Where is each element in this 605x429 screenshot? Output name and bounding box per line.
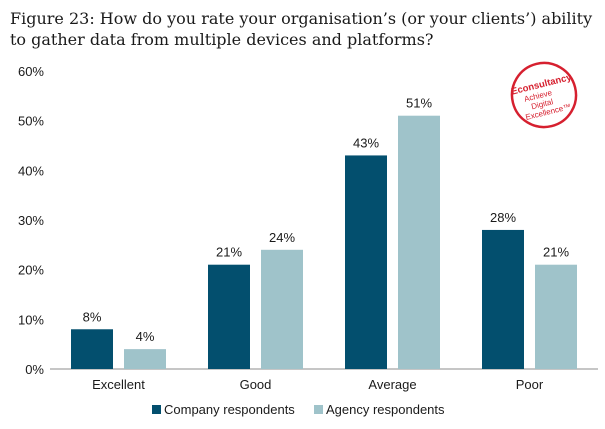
category-labels: Excellent Good Average Poor [92,377,544,392]
bar-good-agency [261,249,303,369]
bars [71,115,577,369]
category-label: Excellent [92,377,145,392]
bar-good-company [208,264,250,369]
y-tick-label: 60% [18,64,44,79]
bar-average-agency [398,115,440,369]
data-label: 4% [136,329,155,344]
data-label: 24% [269,230,295,245]
category-label: Good [240,377,272,392]
bar-average-company [345,155,387,369]
y-tick-label: 50% [18,114,44,129]
legend: Company respondents Agency respondents [152,402,445,417]
data-label: 21% [216,245,242,260]
y-tick-label: 30% [18,213,44,228]
y-axis-ticks: 0% 10% 20% 30% 40% 50% 60% [18,64,44,377]
data-label: 21% [543,245,569,260]
y-tick-label: 0% [25,362,44,377]
y-tick-label: 10% [18,312,44,327]
data-label: 28% [490,210,516,225]
legend-swatch-agency [314,405,323,414]
legend-label-agency: Agency respondents [326,402,445,417]
bar-poor-agency [535,264,577,369]
category-label: Poor [516,377,544,392]
data-labels: 8% 4% 21% 24% 43% 51% 28% 21% [83,96,570,344]
category-label: Average [368,377,416,392]
data-label: 8% [83,309,102,324]
legend-swatch-company [152,405,161,414]
bar-poor-company [482,229,524,369]
econsultancy-logo: Econsultancy Achieve Digital Excellence™ [510,61,578,129]
data-label: 51% [406,96,432,111]
bar-excellent-company [71,329,113,369]
figure-title: Figure 23: How do you rate your organisa… [10,9,593,49]
logo-ring [510,61,578,129]
legend-label-company: Company respondents [164,402,295,417]
data-label: 43% [353,135,379,150]
y-tick-label: 20% [18,263,44,278]
bar-excellent-agency [124,349,166,369]
y-tick-label: 40% [18,163,44,178]
